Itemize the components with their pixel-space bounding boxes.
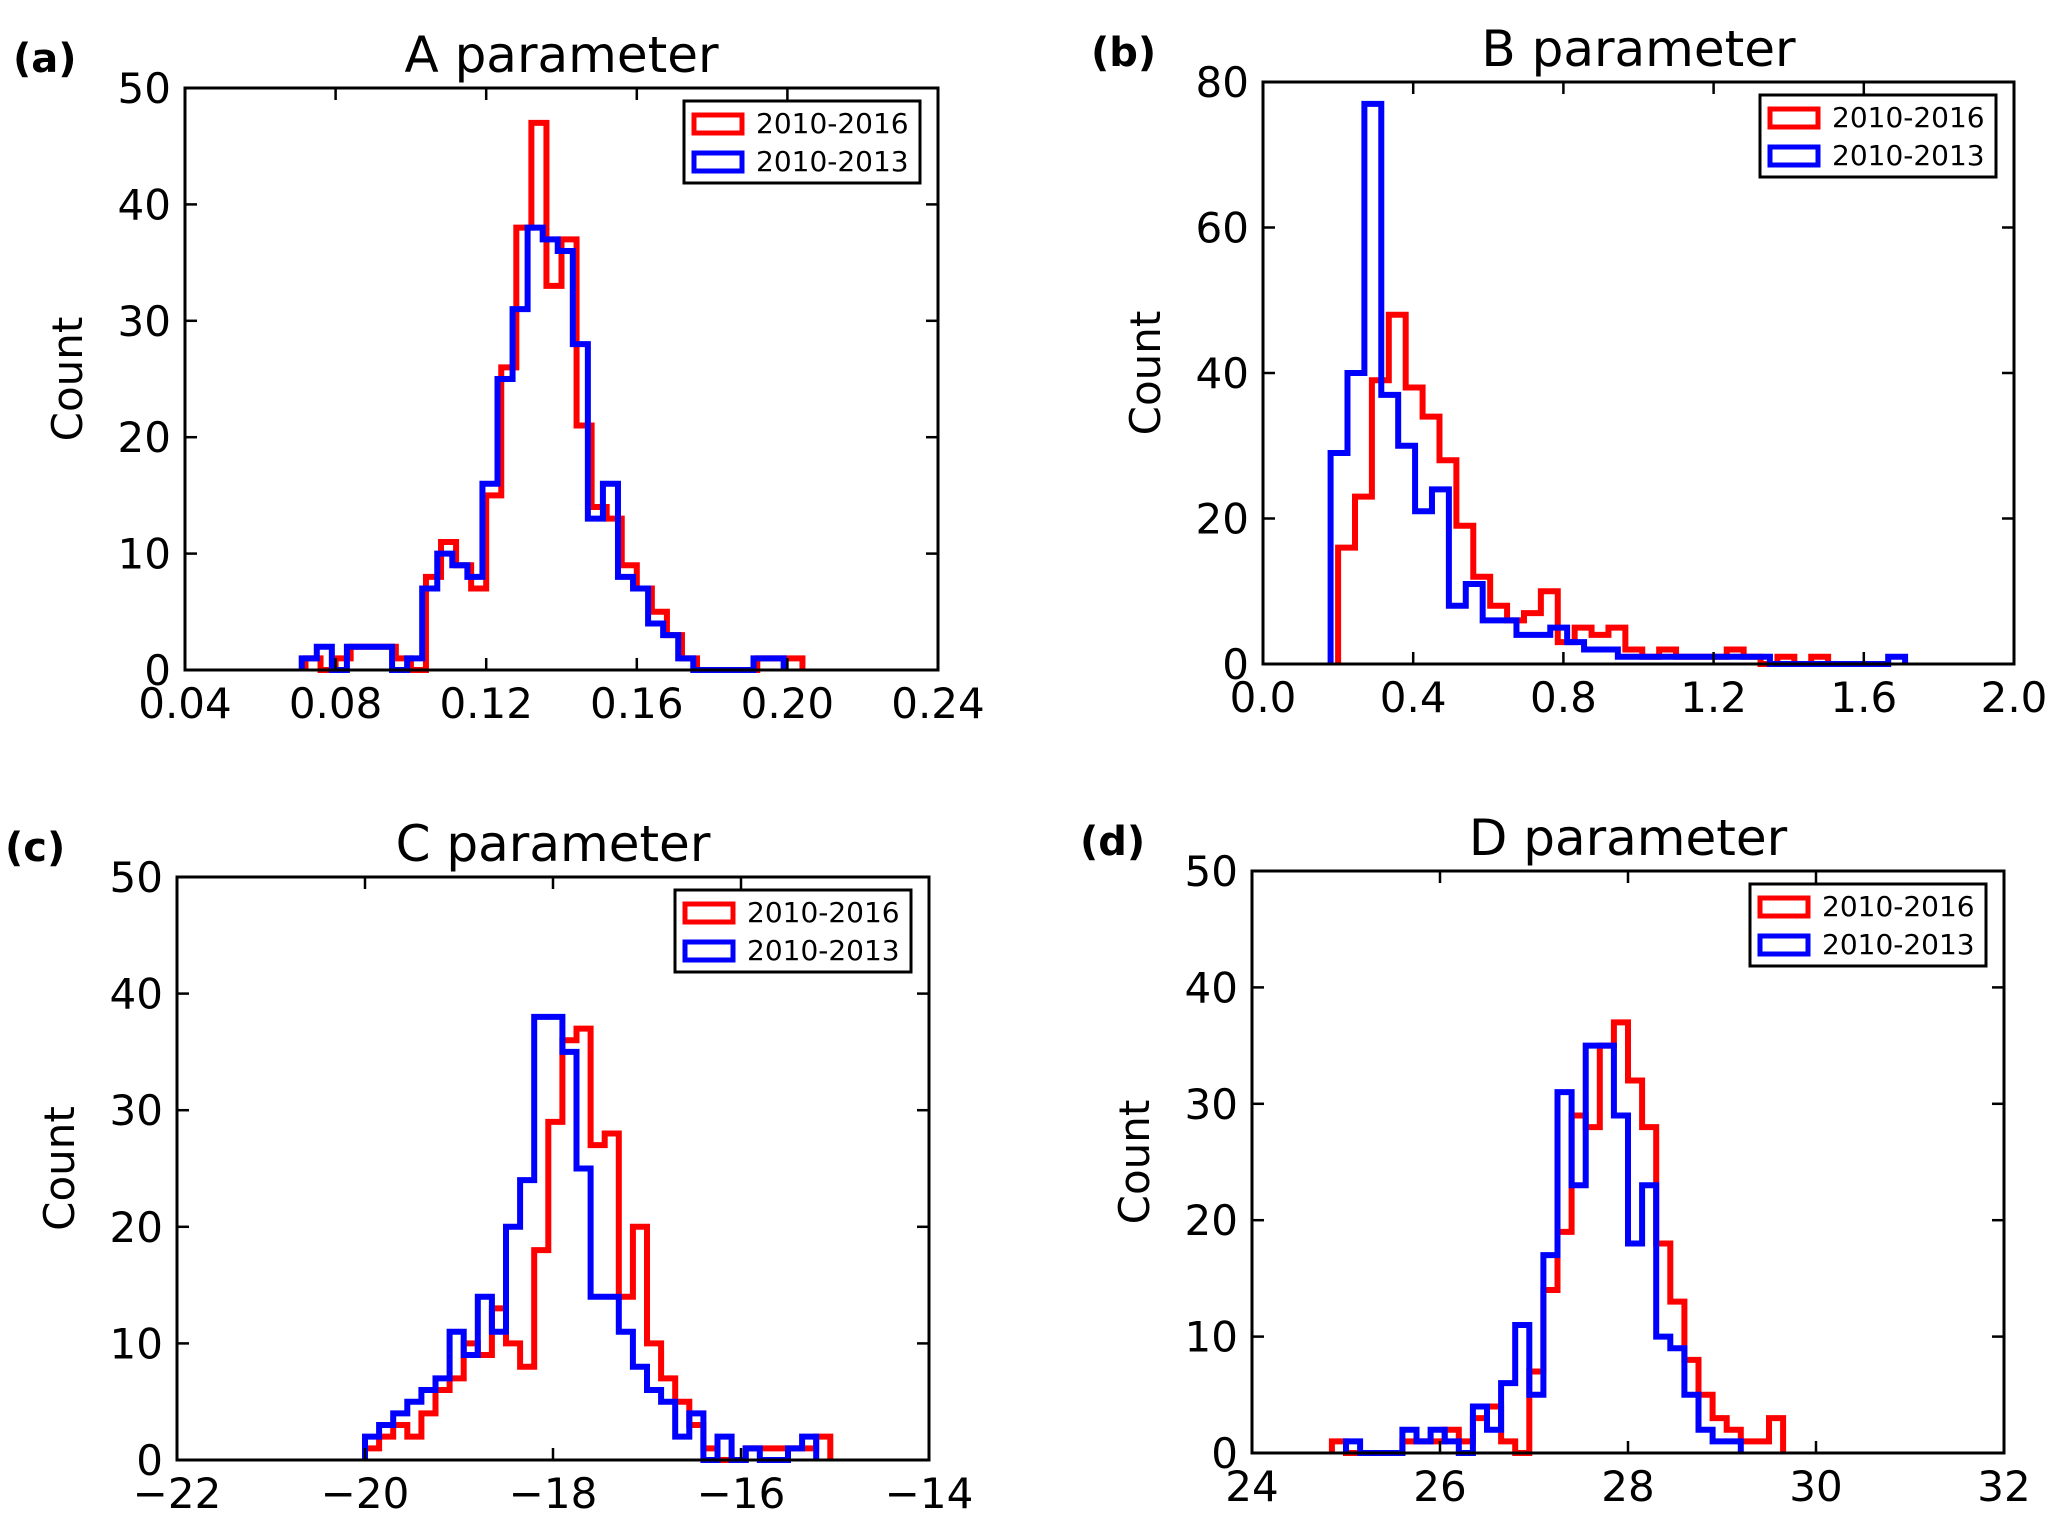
x-tick-label: 32 (1977, 1462, 2030, 1511)
chart-title: A parameter (404, 26, 719, 84)
y-tick-label: 50 (118, 64, 171, 113)
x-tick-label: 24 (1225, 1462, 1278, 1511)
y-tick-label: 40 (1196, 349, 1249, 398)
x-tick-label: 30 (1789, 1462, 1842, 1511)
panel-label: (c) (5, 825, 65, 871)
y-tick-label: 20 (1185, 1196, 1238, 1245)
series-2010-2016 (1335, 311, 1832, 667)
legend-entry-label: 2010-2016 (747, 896, 900, 929)
x-tick-label: 28 (1601, 1462, 1654, 1511)
y-tick-label: 40 (118, 180, 171, 229)
y-tick-label: 10 (110, 1319, 163, 1368)
y-axis-label: Count (1121, 311, 1170, 436)
legend-entry-label: 2010-2016 (1832, 101, 1985, 134)
x-tick-label: 26 (1413, 1462, 1466, 1511)
y-tick-label: 60 (1196, 204, 1249, 253)
legend: 2010-2016 2010-2013 (1748, 882, 1988, 968)
y-tick-label: 0 (144, 646, 171, 695)
legend-swatch (1757, 895, 1811, 919)
x-tick-label: −18 (509, 1469, 598, 1518)
plot-frame (183, 86, 940, 672)
x-tick-label: −14 (885, 1469, 974, 1518)
x-tick-label: −16 (697, 1469, 786, 1518)
x-tick-label: −20 (321, 1469, 410, 1518)
legend-entry-label: 2010-2013 (756, 145, 909, 178)
y-tick-label: 20 (110, 1203, 163, 1252)
y-tick-label: 0 (136, 1436, 163, 1485)
legend: 2010-2016 2010-2013 (682, 99, 922, 185)
panel-c: −22 −20 −18 −16 −14 0 10 20 30 40 50 Count C paramet… (5, 815, 973, 1518)
x-tick-label: 2.0 (1981, 673, 2048, 722)
legend-swatch (1757, 933, 1811, 957)
y-tick-label: 50 (110, 853, 163, 902)
chart-title: C parameter (396, 815, 711, 873)
legend-swatch (682, 939, 736, 963)
y-tick-label: 20 (1196, 495, 1249, 544)
legend-swatch (682, 901, 736, 925)
legend-swatch (691, 112, 745, 136)
panel-a: 0.04 0.08 0.12 0.16 0.20 0.24 0 10 20 30 40 50 Count… (13, 26, 985, 728)
panel-d: 24 26 28 30 32 0 10 20 30 40 50 Count D parameter (d)… (1080, 809, 2031, 1511)
series-2010-2013 (298, 224, 787, 673)
y-tick-label: 40 (110, 970, 163, 1019)
x-tick-label: 1.2 (1680, 673, 1747, 722)
y-tick-label: 80 (1196, 58, 1249, 107)
y-tick-label: 40 (1185, 963, 1238, 1012)
y-tick-label: 0 (1211, 1429, 1238, 1478)
y-tick-label: 30 (1185, 1080, 1238, 1129)
legend-entry-label: 2010-2013 (1822, 928, 1975, 961)
legend-swatch (1767, 144, 1821, 168)
series-2010-2013 (1327, 100, 1909, 667)
legend: 2010-2016 2010-2013 (1758, 93, 1998, 179)
x-tick-label: 0.24 (891, 679, 985, 728)
y-axis-label: Count (35, 1106, 84, 1231)
x-tick-label: 0.20 (741, 679, 835, 728)
series-2010-2016 (302, 119, 806, 673)
legend-entry-label: 2010-2013 (747, 934, 900, 967)
legend-entry-label: 2010-2013 (1832, 139, 1985, 172)
y-tick-label: 30 (110, 1086, 163, 1135)
x-tick-label: 0.4 (1380, 673, 1447, 722)
x-tick-label: 1.6 (1830, 673, 1897, 722)
legend-swatch (1767, 106, 1821, 130)
x-tick-label: 0.04 (138, 679, 232, 728)
chart-title: B parameter (1481, 20, 1796, 78)
panel-label: (d) (1080, 819, 1145, 865)
y-tick-label: 50 (1185, 847, 1238, 896)
series-2010-2013 (1343, 1042, 1744, 1456)
legend-entry-label: 2010-2016 (1822, 890, 1975, 923)
legend-swatch (691, 150, 745, 174)
panel-label: (b) (1091, 30, 1156, 76)
x-tick-label: 0.08 (289, 679, 383, 728)
y-axis-label: Count (43, 317, 92, 442)
y-axis-label: Count (1110, 1100, 1159, 1225)
y-tick-label: 10 (1185, 1313, 1238, 1362)
panel-b: 0.0 0.4 0.8 1.2 1.6 2.0 0 20 40 60 80 Count B parame… (1091, 20, 2047, 722)
y-tick-label: 30 (118, 297, 171, 346)
x-tick-label: 0.8 (1530, 673, 1597, 722)
x-tick-label: 0.12 (439, 679, 533, 728)
series-2010-2016 (362, 1025, 834, 1463)
y-tick-label: 20 (118, 413, 171, 462)
x-tick-label: −22 (133, 1469, 222, 1518)
panel-label: (a) (13, 36, 77, 82)
legend-entry-label: 2010-2016 (756, 107, 909, 140)
x-tick-label: 0.0 (1230, 673, 1297, 722)
legend: 2010-2016 2010-2013 (673, 888, 913, 974)
x-tick-label: 0.16 (590, 679, 684, 728)
y-tick-label: 0 (1222, 640, 1249, 689)
y-tick-label: 10 (118, 530, 171, 579)
chart-title: D parameter (1469, 809, 1788, 867)
